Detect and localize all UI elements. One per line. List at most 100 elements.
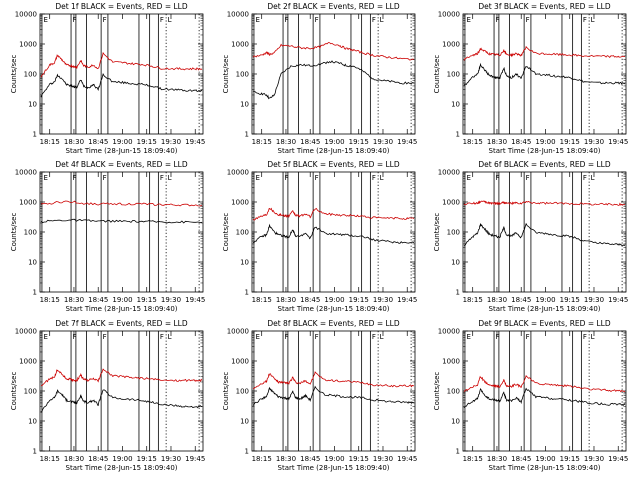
interval-marker-label: F: [315, 174, 319, 182]
interval-marker-label: L: [380, 333, 384, 341]
y-tick-label: 100: [236, 229, 249, 237]
interval-marker-label: F: [583, 16, 587, 24]
chart-panel-6: Det 6f BLACK = Events, RED = LLD 1 10 100 10…: [433, 160, 628, 313]
y-tick-label: 10000: [15, 169, 37, 177]
interval-marker-label: F: [285, 16, 289, 24]
y-tick-label: 1: [33, 131, 37, 139]
interval-marker-label: E: [466, 16, 470, 24]
y-tick-label: 10000: [15, 328, 37, 336]
interval-marker-label: F: [160, 333, 164, 341]
interval-marker-label: L: [168, 174, 172, 182]
y-tick-label: 1000: [19, 41, 37, 49]
x-tick-label: 18:45: [88, 138, 108, 146]
y-tick-label: 10000: [15, 11, 37, 19]
x-axis-label: Start Time (28-Jun-15 18:09:40): [278, 464, 390, 472]
chart-title: Det 8f BLACK = Events, RED = LLD: [267, 319, 400, 328]
x-tick-label: 18:30: [276, 296, 296, 304]
interval-marker-label: E: [255, 174, 259, 182]
interval-marker-label: L: [380, 174, 384, 182]
x-tick-label: 18:15: [40, 455, 60, 463]
interval-marker-label: E: [43, 333, 47, 341]
chart-panel-3: Det 3f BLACK = Events, RED = LLD 1 10 100 10…: [433, 2, 628, 155]
plot-frame: [39, 330, 204, 452]
y-tick-label: 1000: [19, 199, 37, 207]
x-tick-label: 19:30: [584, 455, 604, 463]
y-tick-label: 10: [28, 259, 37, 267]
x-tick-label: 19:15: [560, 455, 580, 463]
x-tick-label: 19:15: [137, 138, 157, 146]
x-tick-label: 19:15: [349, 455, 369, 463]
chart-title: Det 6f BLACK = Events, RED = LLD: [478, 160, 611, 169]
x-tick-label: 19:15: [137, 296, 157, 304]
chart-panel-8: Det 8f BLACK = Events, RED = LLD 1 10 100 10…: [222, 319, 417, 472]
series-line-events: [252, 223, 415, 244]
x-tick-label: 18:30: [487, 296, 507, 304]
x-axis-label: Start Time (28-Jun-15 18:09:40): [66, 147, 178, 155]
x-tick-label: 19:00: [112, 138, 132, 146]
series-line-events: [252, 385, 415, 406]
interval-marker-label: F: [372, 16, 376, 24]
x-axis-label: Start Time (28-Jun-15 18:09:40): [66, 305, 178, 313]
x-tick-label: 19:30: [584, 296, 604, 304]
series-line-lld: [40, 51, 203, 78]
chart-title: Det 1f BLACK = Events, RED = LLD: [55, 2, 188, 11]
x-tick-label: 18:45: [511, 455, 531, 463]
y-tick-label: 1000: [231, 358, 249, 366]
y-tick-label: 10: [28, 101, 37, 109]
plot-frame: [39, 171, 204, 293]
y-tick-label: 1: [33, 448, 37, 456]
chart-title: Det 7f BLACK = Events, RED = LLD: [55, 319, 188, 328]
y-tick-label: 10: [451, 259, 460, 267]
x-axis-label: Start Time (28-Jun-15 18:09:40): [489, 147, 601, 155]
interval-marker-label: E: [255, 16, 259, 24]
interval-marker-label: F: [285, 174, 289, 182]
y-tick-label: 1000: [19, 358, 37, 366]
x-tick-label: 19:15: [560, 138, 580, 146]
x-tick-label: 18:15: [463, 455, 483, 463]
x-tick-label: 19:45: [397, 455, 417, 463]
y-tick-label: 10: [28, 418, 37, 426]
y-tick-label: 1: [33, 289, 37, 297]
y-tick-label: 100: [447, 388, 460, 396]
x-tick-label: 19:45: [608, 138, 628, 146]
y-tick-label: 100: [24, 388, 37, 396]
x-tick-label: 19:45: [608, 455, 628, 463]
x-tick-label: 19:00: [535, 138, 555, 146]
y-tick-label: 1: [245, 448, 249, 456]
chart-panel-9: Det 9f BLACK = Events, RED = LLD 1 10 100 10…: [433, 319, 628, 472]
interval-marker-label: F: [583, 174, 587, 182]
y-axis-label: Counts/sec: [222, 372, 230, 411]
x-tick-label: 18:45: [300, 296, 320, 304]
x-tick-label: 19:45: [185, 455, 205, 463]
y-tick-label: 1000: [442, 41, 460, 49]
interval-marker-label: E: [43, 16, 47, 24]
y-tick-label: 1: [456, 448, 460, 456]
x-tick-label: 19:15: [349, 138, 369, 146]
x-tick-label: 18:30: [64, 138, 84, 146]
x-tick-label: 19:30: [373, 455, 393, 463]
interval-marker-label: L: [168, 16, 172, 24]
interval-marker-label: F: [160, 16, 164, 24]
y-tick-label: 1000: [231, 41, 249, 49]
x-tick-label: 19:15: [349, 296, 369, 304]
y-axis-label: Counts/sec: [222, 55, 230, 94]
y-tick-label: 100: [236, 71, 249, 79]
x-tick-label: 18:15: [252, 455, 272, 463]
chart-panel-5: Det 5f BLACK = Events, RED = LLD 1 10 100 10…: [222, 160, 417, 313]
y-axis-label: Counts/sec: [433, 55, 441, 94]
interval-marker-label: F: [315, 16, 319, 24]
y-tick-label: 100: [24, 229, 37, 237]
x-tick-label: 18:45: [511, 296, 531, 304]
interval-marker-label: F: [285, 333, 289, 341]
interval-marker-label: E: [255, 333, 259, 341]
y-tick-label: 1: [245, 289, 249, 297]
interval-marker-label: F: [103, 16, 107, 24]
x-tick-label: 19:00: [324, 455, 344, 463]
series-line-lld: [463, 375, 626, 393]
interval-marker-label: L: [380, 16, 384, 24]
x-tick-label: 18:30: [64, 296, 84, 304]
interval-marker-label: E: [466, 333, 470, 341]
interval-marker-label: F: [160, 174, 164, 182]
x-tick-label: 19:00: [535, 455, 555, 463]
x-tick-label: 18:45: [88, 455, 108, 463]
